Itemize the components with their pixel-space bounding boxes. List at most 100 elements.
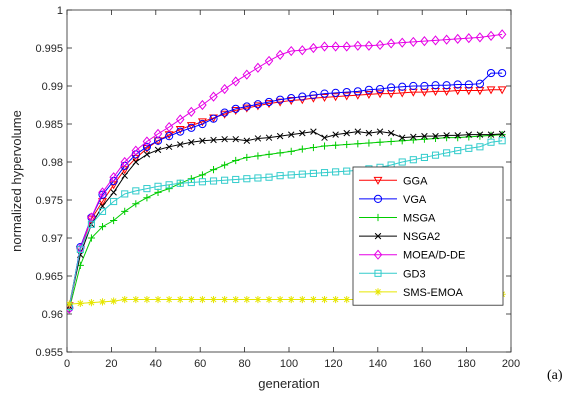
data-point-vga — [331, 88, 340, 97]
data-point-msga — [276, 149, 284, 157]
data-point-nsga2 — [465, 131, 473, 138]
data-point-gd3 — [287, 171, 295, 179]
data-point-msga — [221, 161, 229, 169]
y-axis-label: normalized hypervolume — [9, 110, 24, 252]
data-point-gd3 — [198, 178, 206, 186]
data-point-moea-d-de — [120, 156, 129, 168]
data-point-sms-emoa — [332, 295, 340, 304]
data-point-gd3 — [165, 181, 173, 189]
x-tick-label: 120 — [324, 358, 342, 370]
data-point-nsga2 — [421, 132, 428, 140]
legend-item-gga: GGA — [359, 175, 428, 187]
data-point-moea-d-de — [209, 91, 218, 102]
x-tick-label: 0 — [64, 358, 70, 370]
series-line-vga — [68, 72, 503, 309]
data-point-gga — [275, 98, 285, 107]
data-point-gga — [286, 97, 296, 106]
x-tick-label: 20 — [105, 358, 117, 370]
y-tick-label: 0.96 — [42, 309, 63, 321]
data-point-moea-d-de — [87, 212, 96, 223]
data-point-gd3 — [487, 138, 495, 146]
data-point-vga — [320, 89, 329, 98]
data-point-gd3 — [110, 197, 118, 206]
legend-marker-gd3 — [374, 269, 382, 277]
data-point-msga — [143, 194, 151, 202]
data-point-sms-emoa — [121, 295, 129, 304]
data-point-vga — [287, 94, 296, 103]
data-point-gd3 — [187, 178, 195, 187]
data-point-msga — [265, 150, 273, 158]
data-point-moea-d-de — [98, 187, 107, 198]
data-point-sms-emoa — [221, 295, 229, 304]
legend-marker-nsga2 — [374, 232, 382, 240]
y-tick-label: 0.98 — [42, 157, 63, 169]
data-point-sms-emoa — [265, 295, 273, 304]
data-point-moea-d-de — [175, 114, 185, 125]
data-point-gd3 — [398, 158, 406, 166]
y-tick-label: 0.955 — [35, 347, 63, 359]
data-point-gd3 — [143, 185, 151, 193]
data-point-moea-d-de — [353, 40, 363, 51]
legend-item-sms-emoa: SMS-EMOA — [359, 287, 464, 299]
data-point-moea-d-de — [475, 32, 485, 43]
legend-item-nsga2: NSGA2 — [359, 231, 440, 243]
data-point-sms-emoa — [98, 298, 107, 306]
data-point-vga — [475, 79, 485, 88]
data-point-gga — [220, 110, 230, 119]
data-point-gd3 — [232, 175, 240, 184]
data-point-msga — [365, 139, 373, 147]
data-point-nsga2 — [210, 136, 217, 144]
data-point-vga — [220, 108, 229, 117]
legend-label: NSGA2 — [403, 231, 440, 243]
data-point-sms-emoa — [176, 295, 184, 304]
legend-label: SMS-EMOA — [403, 287, 464, 299]
legend-item-moea-d-de: MOEA/D-DE — [359, 249, 465, 262]
data-point-gd3 — [343, 167, 351, 175]
data-point-msga — [354, 140, 362, 148]
panel-label: (a) — [547, 368, 563, 383]
data-point-moea-d-de — [431, 35, 440, 46]
data-point-vga — [431, 81, 440, 90]
data-point-sms-emoa — [198, 295, 207, 304]
data-point-vga — [453, 80, 462, 89]
data-point-msga — [498, 131, 506, 139]
data-point-nsga2 — [354, 128, 362, 135]
data-point-nsga2 — [132, 158, 140, 166]
data-point-gd3 — [243, 175, 251, 183]
data-point-nsga2 — [232, 135, 239, 143]
data-point-msga — [476, 132, 484, 140]
legend-label: MSGA — [403, 213, 436, 225]
data-point-msga — [165, 185, 173, 193]
series-msga — [67, 131, 506, 314]
x-tick-label: 40 — [150, 358, 162, 370]
data-point-vga — [486, 68, 496, 78]
data-point-msga — [309, 143, 318, 152]
data-point-nsga2 — [199, 137, 206, 144]
data-point-gd3 — [431, 151, 440, 159]
data-point-gd3 — [276, 172, 284, 180]
data-point-gd3 — [221, 176, 229, 184]
data-point-gga — [320, 94, 329, 103]
series-nsga2 — [67, 128, 506, 310]
legend-marker-sms-emoa — [374, 288, 382, 296]
data-point-vga — [253, 100, 263, 109]
data-point-moea-d-de — [142, 136, 152, 147]
data-point-nsga2 — [287, 131, 295, 138]
x-axis-label: generation — [258, 376, 319, 391]
data-point-nsga2 — [343, 129, 350, 137]
data-point-nsga2 — [398, 134, 406, 141]
data-point-nsga2 — [321, 134, 328, 141]
data-point-vga — [153, 136, 163, 145]
data-point-moea-d-de — [131, 145, 141, 156]
data-point-moea-d-de — [309, 42, 318, 54]
data-point-vga — [409, 81, 418, 91]
data-point-msga — [343, 140, 351, 149]
data-point-moea-d-de — [187, 106, 196, 117]
data-point-vga — [364, 85, 374, 94]
legend: GGA VGA MSGA NSGA2 MOEA/D-DE GD3 SMS-EMOA — [352, 166, 504, 306]
data-point-vga — [187, 123, 196, 132]
data-point-moea-d-de — [453, 33, 462, 44]
data-point-moea-d-de — [298, 45, 307, 56]
data-point-sms-emoa — [165, 295, 173, 304]
y-tick-label: 0.995 — [35, 43, 63, 55]
